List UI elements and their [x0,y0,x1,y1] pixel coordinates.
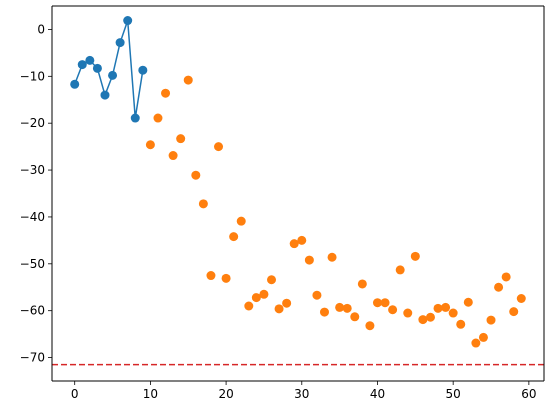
series-0-line [74,19,144,119]
series-1-point-25 [335,302,345,312]
series-1-point-33 [395,265,405,275]
series-1-point-32 [388,305,398,315]
series-0-point-9 [138,65,148,75]
series-0-point-5 [108,70,118,80]
plot-content [52,16,544,366]
series-1-point-26 [342,303,352,313]
series-1-point-0 [145,140,155,150]
axes: 0 10 20 30 40 50 60 0 −10 −20 −30 −40 −50 −60 −70 [20,5,545,401]
series-1-point-43 [471,338,481,348]
series-1-point-38 [433,303,443,313]
series-1-point-46 [494,282,504,292]
series-1-point-6 [191,170,201,180]
y-tick-label--30: −30 [20,163,45,177]
series-1-point-12 [236,216,246,226]
series-1-point-9 [214,142,224,152]
x-tick-label-40: 40 [370,387,385,401]
series-0-point-2 [85,55,95,65]
series-1-point-22 [312,290,322,300]
y-tick-label--50: −50 [20,257,45,271]
series-1-point-34 [403,308,413,318]
series-1-point-45 [486,315,496,325]
series-1-point-31 [380,298,390,308]
series-1-point-28 [357,279,367,289]
series-1-point-48 [509,307,519,317]
series-1-point-37 [425,312,435,322]
series-1-point-27 [350,312,360,322]
series-1-point-3 [168,151,178,161]
series-1-point-1 [153,113,163,123]
series-1-point-40 [448,308,458,318]
series-1-point-7 [198,199,208,209]
series-0-point-3 [92,63,102,73]
x-tick-label-0: 0 [71,387,79,401]
series-1-point-10 [221,273,231,283]
series-1-point-20 [297,235,307,245]
y-tick-label--40: −40 [20,210,45,224]
series-1-point-21 [304,255,314,265]
y-tick-label--70: −70 [20,351,45,365]
x-tick-label-30: 30 [294,387,309,401]
series-1-point-24 [327,252,337,262]
plot-area [52,16,544,366]
y-tick-label--10: −10 [20,69,45,83]
y-tick-label--60: −60 [20,304,45,318]
series-1-point-14 [251,293,261,303]
series-1-point-30 [372,298,382,308]
x-tick-label-50: 50 [446,387,461,401]
series-1-point-44 [478,332,488,342]
series-0-point-0 [70,79,80,89]
x-tick-label-20: 20 [218,387,233,401]
series-1-point-2 [161,88,171,98]
series-1-point-8 [206,271,216,281]
series-1-point-17 [274,304,284,314]
series-1-point-49 [516,294,526,303]
series-0-point-7 [123,16,133,26]
series-0-point-8 [130,113,140,123]
series-1-point-42 [463,297,473,307]
series-0-point-6 [115,38,125,48]
series-1-point-35 [410,251,420,261]
series-1-point-15 [259,289,269,299]
series-0-point-1 [77,60,87,70]
series-1-point-23 [319,307,329,317]
series-0-point-4 [100,90,110,100]
y-tick-label--20: −20 [20,116,45,130]
series-1-point-13 [244,301,254,311]
y-tick-label-0: 0 [37,22,45,36]
x-tick-label-60: 60 [521,387,536,401]
series-1-point-18 [282,298,292,308]
series-1-point-5 [183,75,193,85]
series-1-point-19 [289,239,299,249]
series-1-point-36 [418,315,428,325]
series-1-point-11 [229,232,239,242]
series-1-point-29 [365,321,375,331]
x-tick-label-10: 10 [143,387,158,401]
series-1-point-39 [441,302,451,312]
series-1-point-47 [501,272,511,282]
series-1-point-16 [267,275,277,285]
series-1-point-41 [456,319,466,329]
series-1-point-4 [176,134,186,144]
